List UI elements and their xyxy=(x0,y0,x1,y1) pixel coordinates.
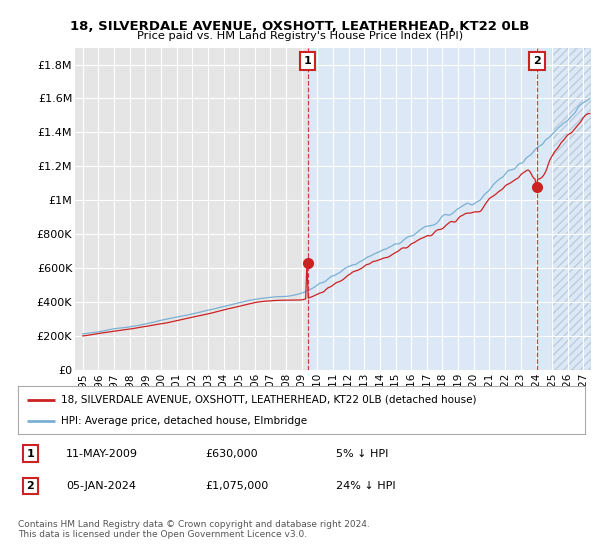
Text: 5% ↓ HPI: 5% ↓ HPI xyxy=(335,449,388,459)
Text: 1: 1 xyxy=(26,449,34,459)
Bar xyxy=(308,48,591,370)
Text: 05-JAN-2024: 05-JAN-2024 xyxy=(66,481,136,491)
Text: 2: 2 xyxy=(26,481,34,491)
Text: 2: 2 xyxy=(533,56,541,66)
Text: Price paid vs. HM Land Registry's House Price Index (HPI): Price paid vs. HM Land Registry's House … xyxy=(137,31,463,41)
Bar xyxy=(552,48,591,370)
Text: 1: 1 xyxy=(304,56,311,66)
Text: 24% ↓ HPI: 24% ↓ HPI xyxy=(335,481,395,491)
Text: 18, SILVERDALE AVENUE, OXSHOTT, LEATHERHEAD, KT22 0LB (detached house): 18, SILVERDALE AVENUE, OXSHOTT, LEATHERH… xyxy=(61,395,476,405)
Text: 11-MAY-2009: 11-MAY-2009 xyxy=(66,449,138,459)
Text: £1,075,000: £1,075,000 xyxy=(205,481,268,491)
Bar xyxy=(75,48,308,370)
Text: HPI: Average price, detached house, Elmbridge: HPI: Average price, detached house, Elmb… xyxy=(61,416,307,426)
Text: 18, SILVERDALE AVENUE, OXSHOTT, LEATHERHEAD, KT22 0LB: 18, SILVERDALE AVENUE, OXSHOTT, LEATHERH… xyxy=(70,20,530,33)
Text: £630,000: £630,000 xyxy=(205,449,258,459)
Text: Contains HM Land Registry data © Crown copyright and database right 2024.
This d: Contains HM Land Registry data © Crown c… xyxy=(18,520,370,539)
